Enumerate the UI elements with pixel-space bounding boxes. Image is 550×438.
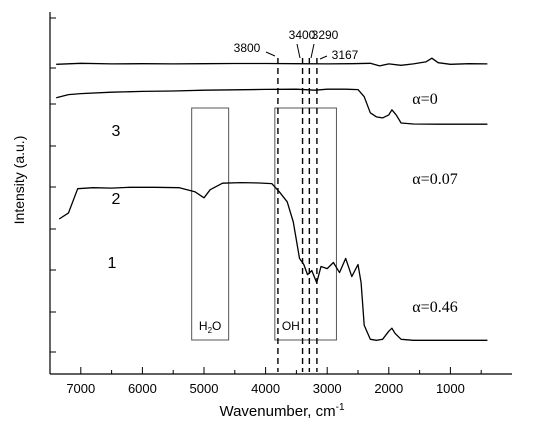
band-label-pointer (310, 43, 315, 59)
region-box-h2o (191, 107, 230, 341)
curve-alpha-label: α=0.07 (412, 171, 457, 188)
curve-alpha-label: α=0 (412, 91, 437, 108)
band-label-pointer (296, 43, 301, 59)
band-label: 3800 (234, 41, 261, 55)
region-label-tail: O (212, 319, 221, 333)
curve-number-label: 1 (108, 255, 117, 272)
curve-alpha-label: α=0.46 (412, 299, 457, 316)
spectrum-curve-1 (58, 181, 488, 341)
region-label-text: H (199, 319, 208, 333)
x-axis-label-text: Wavenumber, cm (219, 403, 335, 420)
band-label-pointer (265, 51, 276, 57)
x-tick-label: 7000 (66, 381, 95, 396)
band-label: 3400 (289, 28, 316, 42)
x-tick-label: 6000 (128, 381, 157, 396)
x-tick-label: 3000 (313, 381, 342, 396)
band-label: 3167 (332, 48, 359, 62)
curve-number-label: 2 (112, 191, 121, 208)
region-box-oh (274, 107, 337, 341)
x-tick-label: 4000 (251, 381, 280, 396)
x-axis-label-superscript: -1 (336, 402, 345, 413)
region-label: H2O (199, 319, 221, 335)
x-tick-label: 2000 (374, 381, 403, 396)
region-label: OH (282, 319, 300, 333)
region-label-text: OH (282, 319, 300, 333)
spectrum-curve-3 (56, 57, 488, 67)
x-axis-label: Wavenumber, cm-1 (219, 402, 344, 420)
band-label: 3290 (312, 28, 339, 42)
curve-number-label: 3 (112, 123, 121, 140)
spectrum-curve-2 (56, 88, 488, 125)
y-axis-label: Intensity (a.u.) (11, 136, 27, 225)
x-tick-label: 5000 (190, 381, 219, 396)
x-tick-label: 1000 (436, 381, 465, 396)
band-label-pointer (319, 55, 328, 60)
region-label-subscript: 2 (208, 326, 213, 335)
